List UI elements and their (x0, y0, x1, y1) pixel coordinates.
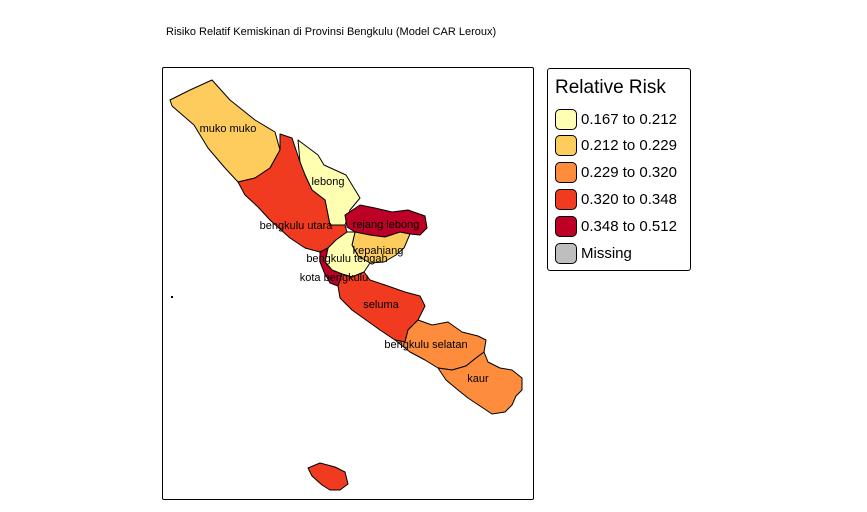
legend-swatch (555, 108, 577, 130)
legend-item: 0.167 to 0.212 (555, 107, 677, 131)
region-bengkulu-selatan[interactable] (394, 319, 487, 371)
region-bengkulu-utara[interactable] (237, 133, 348, 253)
legend-item: 0.212 to 0.229 (555, 133, 677, 157)
label-kaur: kaur (467, 373, 489, 385)
label-bengkulu-selatan: bengkulu selatan (384, 339, 467, 351)
map-title: Risiko Relatif Kemiskinan di Provinsi Be… (166, 26, 497, 38)
legend-swatch (555, 134, 577, 156)
region-enggano[interactable] (307, 462, 349, 491)
label-rejang-lebong: rejang lebong (353, 219, 420, 231)
legend-swatch (555, 215, 577, 237)
legend-item: Missing (555, 241, 632, 265)
legend-label: 0.348 to 0.512 (581, 217, 677, 235)
legend-swatch (555, 242, 577, 264)
label-kepahiang: kepahiang (353, 245, 404, 257)
legend-label: 0.212 to 0.229 (581, 136, 677, 154)
map-frame (162, 67, 534, 500)
label-bengkulu-utara: bengkulu utara (260, 220, 334, 232)
label-seluma: seluma (363, 299, 399, 311)
legend-item: 0.348 to 0.512 (555, 214, 677, 238)
legend-label: 0.320 to 0.348 (581, 190, 677, 208)
legend-label: 0.167 to 0.212 (581, 110, 677, 128)
legend-item: 0.229 to 0.320 (555, 160, 677, 184)
legend: Relative Risk 0.167 to 0.212 0.212 to 0.… (547, 68, 691, 271)
region-kaur[interactable] (437, 351, 523, 415)
legend-title: Relative Risk (555, 77, 666, 98)
legend-label: Missing (581, 244, 632, 262)
legend-swatch (555, 188, 577, 210)
label-kota-bengkulu: kota bengkulu (300, 272, 369, 284)
label-lebong: lebong (311, 176, 344, 188)
legend-label: 0.229 to 0.320 (581, 163, 677, 181)
label-bengkulu-tengah: bengkulu tengah (306, 253, 387, 265)
region-seluma[interactable] (337, 271, 426, 343)
label-muko-muko: muko muko (200, 123, 257, 135)
legend-item: 0.320 to 0.348 (555, 187, 677, 211)
islet-mark (171, 296, 173, 298)
legend-swatch (555, 161, 577, 183)
